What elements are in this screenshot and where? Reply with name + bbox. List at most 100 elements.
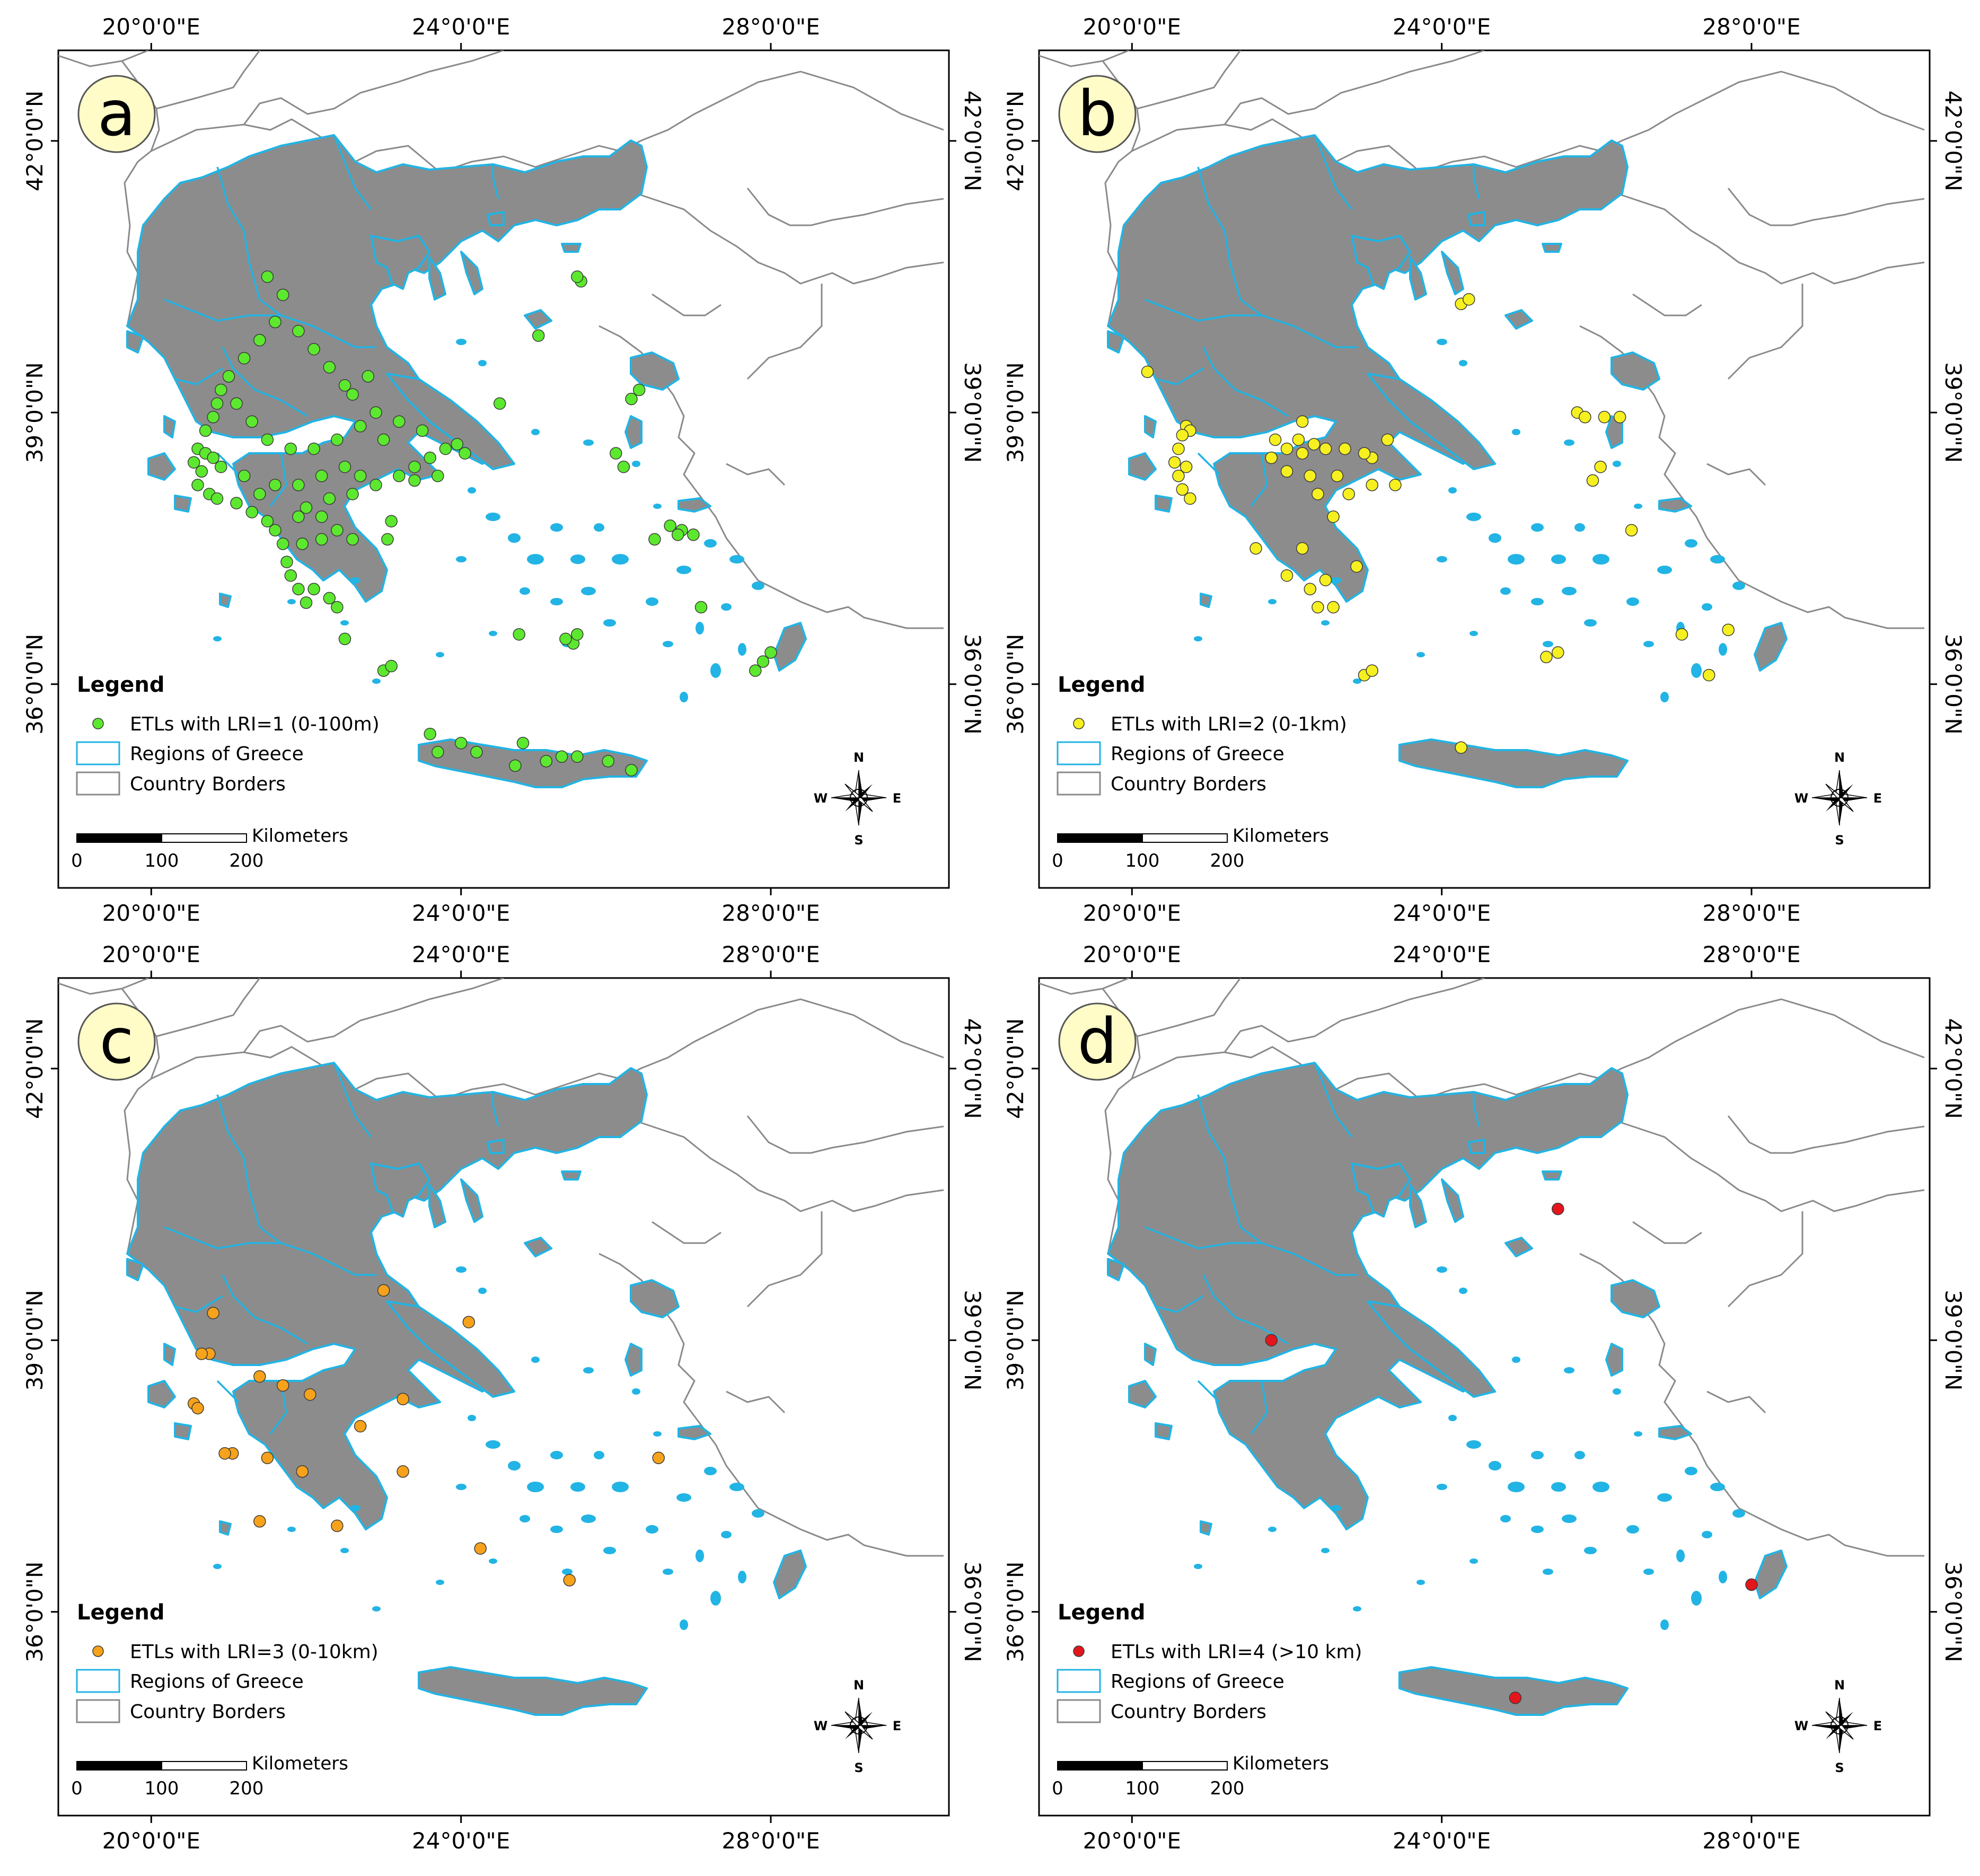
panel-letter: b bbox=[1078, 77, 1117, 150]
etl-point bbox=[354, 1420, 367, 1433]
tick-label-top: 20°0'0"E bbox=[102, 941, 200, 967]
panel-letter: c bbox=[100, 1005, 134, 1078]
etl-point bbox=[1327, 510, 1340, 523]
scale-label-100: 100 bbox=[1125, 1778, 1160, 1799]
etl-points bbox=[187, 1284, 665, 1587]
etl-point bbox=[408, 474, 421, 487]
etl-point bbox=[1172, 470, 1185, 482]
etl-point bbox=[1280, 465, 1293, 478]
etl-point bbox=[1296, 447, 1309, 460]
tick-label-bottom: 20°0'0"E bbox=[1083, 900, 1181, 926]
etl-point bbox=[331, 524, 344, 537]
tick-label-right: 39°0'0"N bbox=[960, 362, 985, 463]
compass-w: W bbox=[814, 1719, 828, 1733]
legend-borders-symbol bbox=[76, 1699, 120, 1723]
etl-point bbox=[253, 1515, 266, 1528]
tick-label-top: 24°0'0"E bbox=[412, 941, 510, 967]
tick-label-left: 42°0'0"N bbox=[1002, 1018, 1028, 1119]
etl-point bbox=[187, 456, 200, 469]
etl-point bbox=[307, 342, 320, 356]
etl-points bbox=[1141, 293, 1735, 754]
etl-point bbox=[284, 442, 297, 455]
tick-label-bottom: 28°0'0"E bbox=[1702, 1828, 1800, 1854]
tick-label-top: 24°0'0"E bbox=[1393, 941, 1491, 967]
etl-point bbox=[369, 479, 382, 491]
legend-borders-symbol bbox=[76, 771, 120, 796]
compass-rose: N S E W bbox=[814, 1678, 901, 1775]
etl-point bbox=[1625, 524, 1638, 537]
compass-w: W bbox=[1794, 1719, 1808, 1733]
etl-point bbox=[237, 470, 251, 482]
panel-letter-badge bbox=[1058, 1002, 1137, 1081]
etl-point bbox=[276, 1379, 289, 1392]
etl-point bbox=[439, 442, 452, 455]
etl-point bbox=[261, 433, 274, 446]
etl-point bbox=[269, 524, 281, 537]
etl-point bbox=[1176, 429, 1189, 442]
etl-point bbox=[617, 460, 630, 473]
etl-point bbox=[393, 470, 406, 482]
etl-point bbox=[1455, 741, 1467, 754]
map-content bbox=[58, 978, 945, 1716]
etl-point bbox=[362, 370, 375, 383]
etl-point bbox=[1176, 483, 1189, 496]
map-content bbox=[1039, 50, 1925, 788]
legend-point-symbol bbox=[92, 1645, 104, 1657]
etl-point bbox=[532, 329, 545, 342]
scale-label-0: 0 bbox=[1052, 1778, 1063, 1799]
legend-regions-symbol bbox=[1057, 1669, 1101, 1693]
tick-label-top: 20°0'0"E bbox=[1083, 14, 1181, 40]
legend-borders-label: Country Borders bbox=[1111, 773, 1266, 795]
etl-point bbox=[610, 447, 622, 460]
etl-point bbox=[292, 324, 305, 338]
tick-label-right: 42°0'0"N bbox=[960, 1018, 985, 1119]
etl-point bbox=[1307, 438, 1321, 451]
legend-borders-label: Country Borders bbox=[130, 1701, 286, 1723]
tick-label-top: 24°0'0"E bbox=[412, 14, 510, 40]
etl-point bbox=[354, 420, 367, 433]
legend-point-symbol bbox=[1073, 1645, 1085, 1657]
scale-bar-black bbox=[1057, 833, 1143, 843]
etl-point bbox=[300, 501, 313, 514]
etl-point bbox=[652, 1451, 665, 1465]
etl-point bbox=[296, 538, 309, 550]
scale-bar-black bbox=[76, 833, 162, 843]
etl-point bbox=[323, 592, 336, 605]
etl-point bbox=[207, 451, 219, 464]
compass-rose: N S E W bbox=[814, 750, 901, 848]
etl-point bbox=[292, 479, 305, 491]
legend-point-label: ETLs with LRI=3 (0-10km) bbox=[130, 1641, 379, 1663]
etl-point bbox=[1296, 415, 1309, 428]
scale-label-100: 100 bbox=[145, 850, 179, 871]
legend-regions-label: Regions of Greece bbox=[130, 1671, 304, 1693]
tick-label-top: 28°0'0"E bbox=[721, 14, 820, 40]
etl-point bbox=[571, 628, 584, 641]
scale-unit: Kilometers bbox=[252, 1753, 348, 1774]
etl-point bbox=[397, 1393, 409, 1406]
etl-point bbox=[222, 370, 235, 383]
tick-label-right: 39°0'0"N bbox=[1940, 362, 1966, 463]
etl-point bbox=[664, 519, 676, 532]
etl-point bbox=[338, 632, 351, 646]
tick-label-top: 20°0'0"E bbox=[1083, 941, 1181, 967]
panel-letter: d bbox=[1078, 1005, 1117, 1078]
etl-point bbox=[1327, 601, 1340, 614]
tick-label-bottom: 24°0'0"E bbox=[1393, 1828, 1491, 1854]
etl-point bbox=[261, 270, 274, 283]
scale-bar: Kilometers 0 100 200 bbox=[71, 1753, 348, 1799]
tick-label-right: 36°0'0"N bbox=[1940, 1562, 1966, 1662]
compass-n: N bbox=[1834, 1678, 1845, 1693]
etl-point bbox=[1389, 479, 1402, 491]
etl-point bbox=[300, 596, 313, 609]
etl-point bbox=[269, 315, 281, 329]
etl-point bbox=[292, 583, 305, 596]
etl-point bbox=[1265, 1334, 1278, 1346]
scale-label-200: 200 bbox=[1210, 1778, 1245, 1799]
etl-point bbox=[307, 442, 320, 455]
etl-point bbox=[1540, 650, 1553, 664]
scale-bar-white bbox=[1142, 1761, 1228, 1771]
etl-point bbox=[671, 529, 684, 541]
etl-point bbox=[307, 583, 320, 596]
scale-label-100: 100 bbox=[145, 1778, 179, 1799]
etl-point bbox=[237, 352, 251, 365]
